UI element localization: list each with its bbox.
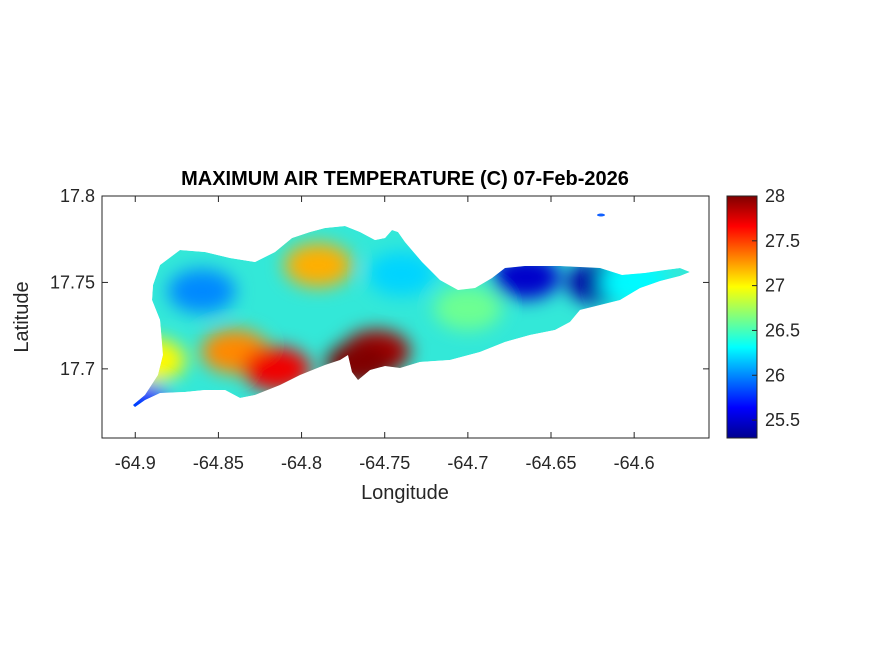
colorbar-tick-label: 28: [765, 186, 785, 206]
colorbar-tick-label: 27.5: [765, 231, 800, 251]
temperature-blob: [167, 269, 236, 314]
x-ticks: -64.9 -64.85 -64.8 -64.75 -64.7 -64.65 -64.6: [115, 196, 655, 473]
temperature-blob: [133, 381, 170, 407]
y-axis-label: Latitude: [11, 281, 33, 352]
islet: [597, 213, 605, 217]
x-tick-label: -64.75: [359, 453, 410, 473]
y-tick-label: 17.75: [50, 272, 95, 292]
colorbar-tick-label: 25.5: [765, 410, 800, 430]
temperature-blob: [367, 251, 436, 296]
x-tick-label: -64.6: [614, 453, 655, 473]
y-tick-label: 17.8: [60, 186, 95, 206]
x-axis-label: Longitude: [361, 482, 449, 504]
y-tick-label: 17.7: [60, 359, 95, 379]
x-tick-label: -64.85: [193, 453, 244, 473]
y-ticks: 17.8 17.75 17.7: [50, 186, 709, 379]
temperature-blob: [433, 286, 502, 331]
colorbar-tick-label: 26.5: [765, 320, 800, 340]
x-tick-label: -64.7: [447, 453, 488, 473]
colorbar-tick-label: 27: [765, 276, 785, 296]
colorbar: [726, 195, 758, 439]
colorbar-tick-label: 26: [765, 365, 785, 385]
x-tick-label: -64.9: [115, 453, 156, 473]
x-tick-label: -64.65: [525, 453, 576, 473]
chart-title: MAXIMUM AIR TEMPERATURE (C) 07-Feb-2026: [181, 168, 629, 190]
colorbar-ticks: 28 27.5 27 26.5 26 25.5: [752, 186, 800, 430]
temperature-blob: [284, 243, 353, 288]
x-tick-label: -64.8: [281, 453, 322, 473]
